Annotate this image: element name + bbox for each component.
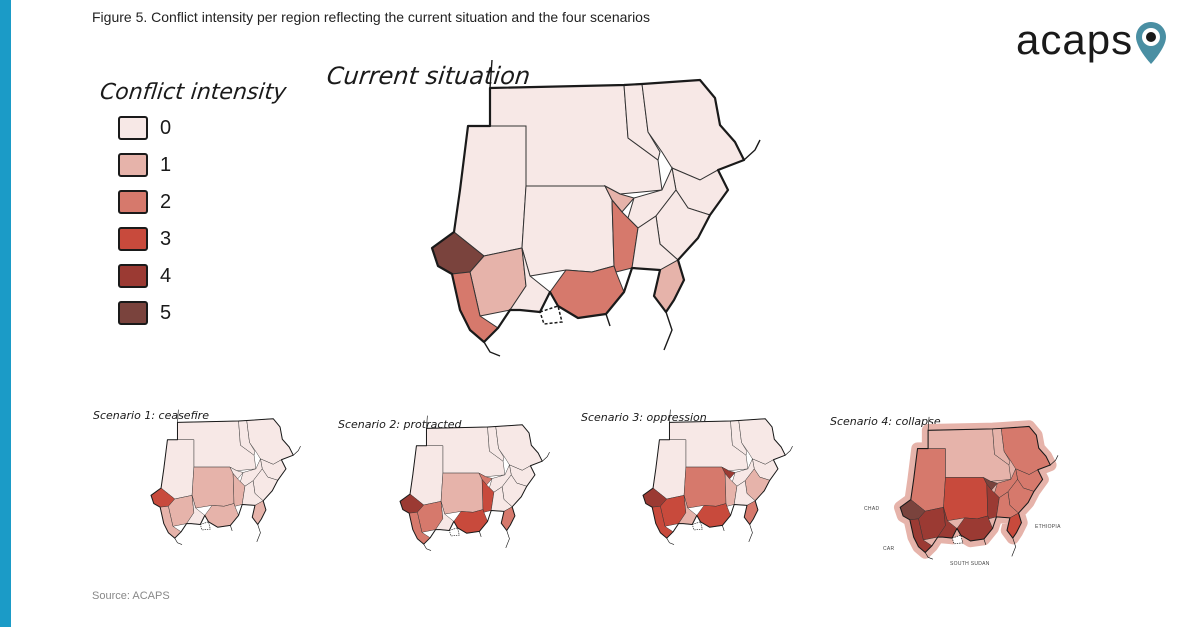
legend-label: 2: [160, 191, 172, 213]
region-abyei: [448, 527, 460, 537]
label-chad: CHAD: [864, 506, 880, 512]
region-khartoum: [229, 466, 244, 480]
region-south-kordofan: [453, 509, 488, 534]
label-ethiopia: ETHIOPIA: [1035, 524, 1061, 530]
border-stub: [605, 313, 611, 327]
map-pin-icon: [1136, 22, 1166, 64]
border-stub: [479, 531, 482, 537]
border-stub: [423, 544, 432, 551]
figure-title: Figure 5. Conflict intensity per region …: [92, 9, 650, 25]
region-abyei: [951, 534, 964, 545]
border-stub: [505, 530, 510, 548]
region-khartoum: [982, 476, 998, 491]
map-scenario-4: [893, 416, 1059, 560]
region-south-kordofan: [204, 503, 239, 528]
border-stub: [256, 524, 261, 542]
scenario-1-title: Scenario 1: ceasefire: [93, 409, 209, 422]
border-stub: [927, 416, 930, 431]
map-current: [430, 59, 761, 357]
logo-text: acaps: [1016, 16, 1134, 63]
scenario-2-title: Scenario 2: protracted: [338, 418, 462, 431]
legend-swatch: [118, 301, 148, 325]
legend-swatch: [118, 264, 148, 288]
border-stub: [748, 524, 753, 542]
label-south-sudan: SOUTH SUDAN: [950, 561, 990, 567]
legend: Conflict intensity 0 1 2 3 4 5: [96, 80, 288, 330]
region-abyei: [539, 305, 563, 325]
border-stub: [924, 552, 934, 560]
country-border: [899, 425, 1051, 554]
border-stub: [1011, 537, 1017, 557]
accent-bar: [0, 0, 11, 627]
region-abyei: [691, 521, 703, 531]
country-border: [399, 424, 543, 545]
label-car: CAR: [883, 546, 895, 552]
border-stub: [426, 415, 428, 429]
legend-label: 5: [160, 302, 172, 324]
country-border: [150, 418, 294, 539]
legend-swatch: [118, 227, 148, 251]
border-stub: [1050, 455, 1059, 466]
legend-label: 3: [160, 228, 172, 250]
region-abyei: [199, 521, 211, 531]
border-stub: [722, 525, 725, 531]
source-note: Source: ACAPS: [92, 590, 170, 602]
region-khartoum: [721, 466, 736, 480]
border-stub: [666, 538, 675, 545]
legend-swatch: [118, 116, 148, 140]
legend-label: 4: [160, 265, 172, 287]
border-stub: [489, 59, 493, 89]
scenario-3-title: Scenario 3: oppression: [581, 411, 707, 424]
border-stub: [785, 445, 793, 456]
region-north-kordofan: [943, 477, 989, 522]
legend-swatch: [118, 153, 148, 177]
region-north-kordofan: [440, 472, 484, 515]
border-stub: [230, 525, 233, 531]
region-khartoum: [478, 472, 493, 486]
border-stub: [542, 451, 550, 462]
country-border: [430, 78, 746, 344]
legend-label: 0: [160, 117, 172, 139]
border-stub: [293, 445, 301, 456]
scenario-4-title: Scenario 4: collapse: [830, 415, 941, 428]
border-stub: [663, 311, 673, 351]
region-south-kordofan: [696, 503, 731, 528]
map-scenario-1: [150, 409, 301, 545]
acaps-logo: acaps: [1016, 16, 1168, 66]
country-border: [642, 418, 786, 539]
map-scenario-3: [642, 409, 793, 545]
border-stub: [174, 538, 183, 545]
border-stub: [669, 409, 671, 423]
legend-title: Conflict intensity: [98, 80, 288, 105]
map-scenario-2: [399, 415, 550, 551]
region-north-kordofan: [683, 466, 727, 509]
region-north-kordofan: [521, 185, 615, 277]
region-khartoum: [603, 184, 635, 213]
border-stub: [483, 341, 501, 357]
legend-label: 1: [160, 154, 172, 176]
border-stub: [983, 538, 987, 545]
border-stub: [177, 409, 179, 423]
region-south-kordofan: [549, 265, 625, 319]
border-stub: [743, 139, 761, 161]
legend-swatch: [118, 190, 148, 214]
region-north-kordofan: [191, 466, 235, 509]
